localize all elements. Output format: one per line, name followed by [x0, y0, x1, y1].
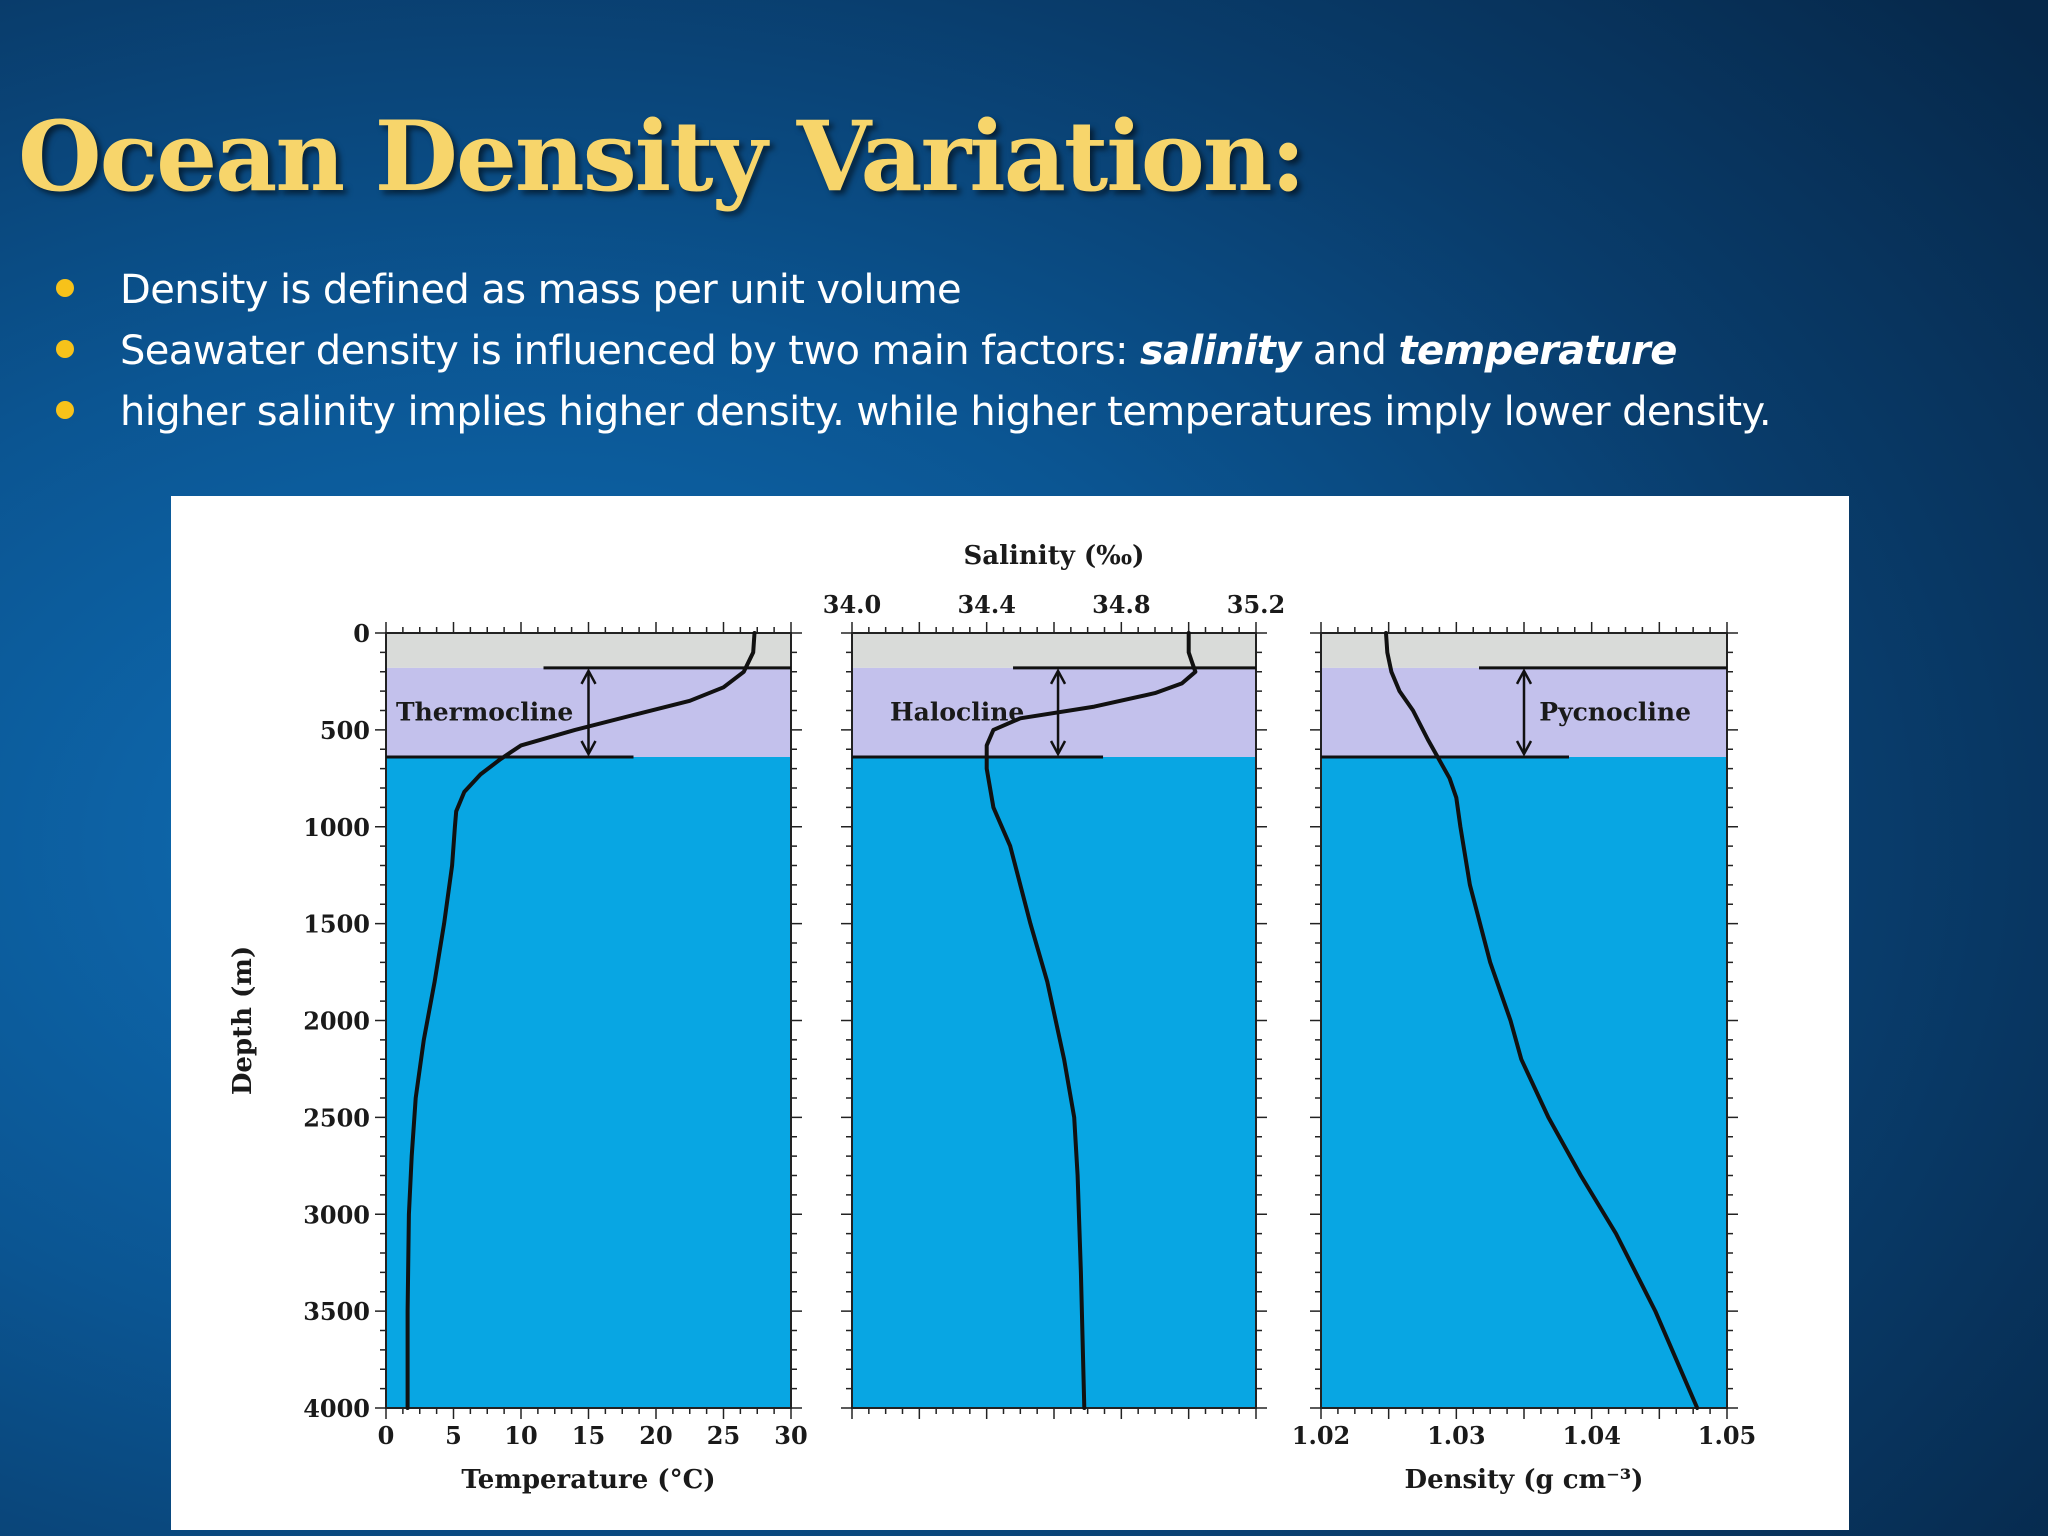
profile-curve	[405, 631, 757, 1410]
surface-layer	[386, 633, 791, 668]
x-axis-label: Salinity (‰)	[964, 541, 1145, 571]
chart-0: 0 500 1000 1500 2000 2500 3000 3500 4000 0 5 10 15 20…	[228, 619, 808, 1495]
y-tick-label: 3000	[303, 1200, 370, 1229]
x-tick-label: 1.05	[1698, 1421, 1756, 1450]
x-axis-label: Density (g cm⁻³)	[1405, 1465, 1644, 1495]
bullet-list: Density is defined as mass per unit volu…	[48, 260, 1772, 443]
x-tick-label: 10	[504, 1421, 537, 1450]
chart-1: 34.0 34.4 34.8 35.2 Salinity (‰) Halocline	[823, 541, 1285, 1419]
y-tick-label: 0	[353, 619, 370, 648]
cline-label: Pycnocline	[1539, 697, 1691, 726]
bullet-text: temperature	[1398, 328, 1677, 374]
bullet-item: Seawater density is influenced by two ma…	[48, 321, 1771, 382]
x-tick-label: 0	[378, 1421, 395, 1450]
y-tick-label: 1500	[303, 910, 370, 939]
cline-arrow-head-up	[1049, 668, 1067, 685]
cline-arrow-head-down	[580, 740, 597, 757]
x-tick-label: 15	[572, 1421, 605, 1450]
cline-arrow-head-down	[1515, 740, 1533, 757]
surface-layer	[852, 633, 1256, 668]
cline-arrow-head-up	[1515, 668, 1533, 685]
chart-panel: 0 500 1000 1500 2000 2500 3000 3500 4000 0 5 10 15 20…	[171, 496, 1849, 1530]
x-tick-label: 35.2	[1227, 590, 1285, 619]
x-tick-label: 20	[639, 1421, 672, 1450]
x-tick-label: 34.8	[1092, 590, 1150, 619]
deep-layer	[1321, 757, 1727, 1408]
bullet-text: salinity	[1139, 328, 1301, 374]
profile-curve	[1384, 631, 1700, 1410]
y-tick-label: 4000	[303, 1394, 370, 1423]
bullet-item: higher salinity implies higher density. …	[48, 382, 1772, 443]
bullet-dot-icon	[56, 279, 74, 297]
cline-label: Halocline	[890, 697, 1024, 726]
profile-curve	[984, 631, 1198, 1410]
y-axis-label: Depth (m)	[228, 946, 258, 1095]
cline-arrow-head-down	[1049, 740, 1067, 757]
surface-layer	[1321, 633, 1727, 668]
bullet-item: Density is defined as mass per unit volu…	[48, 260, 1771, 321]
bullet-text: Density is defined as mass per unit volu…	[120, 267, 962, 313]
y-tick-label: 3500	[303, 1297, 370, 1326]
chart-2: 1.02 1.03 1.04 1.05 Density (g cm⁻³) Pycnocli…	[1292, 622, 1756, 1495]
bullet-text: Seawater density is influenced by two ma…	[120, 328, 1140, 374]
bullet-text: higher salinity implies higher density. …	[120, 389, 1772, 435]
cline-label: Thermocline	[396, 697, 573, 726]
x-tick-label: 5	[445, 1421, 462, 1450]
bullet-dot-icon	[56, 340, 74, 358]
depth-profile-charts: 0 500 1000 1500 2000 2500 3000 3500 4000 0 5 10 15 20…	[228, 541, 1756, 1495]
cline-arrow-head-up	[580, 668, 597, 685]
slide-title: Ocean Density Variation:	[18, 100, 1306, 213]
y-tick-label: 2000	[303, 1007, 370, 1036]
y-tick-label: 2500	[303, 1103, 370, 1132]
y-tick-label: 500	[320, 716, 370, 745]
x-tick-label: 1.04	[1562, 1421, 1620, 1450]
x-tick-label: 25	[707, 1421, 740, 1450]
deep-layer	[852, 757, 1256, 1408]
y-tick-label: 1000	[303, 813, 370, 842]
bullet-text: and	[1300, 328, 1399, 374]
deep-layer	[386, 757, 791, 1408]
x-tick-label: 30	[774, 1421, 807, 1450]
x-tick-label: 34.0	[823, 590, 881, 619]
x-tick-label: 1.03	[1427, 1421, 1485, 1450]
x-tick-label: 1.02	[1292, 1421, 1350, 1450]
bullet-dot-icon	[56, 401, 74, 419]
x-axis-label: Temperature (°C)	[461, 1465, 715, 1495]
x-tick-label: 34.4	[957, 590, 1015, 619]
